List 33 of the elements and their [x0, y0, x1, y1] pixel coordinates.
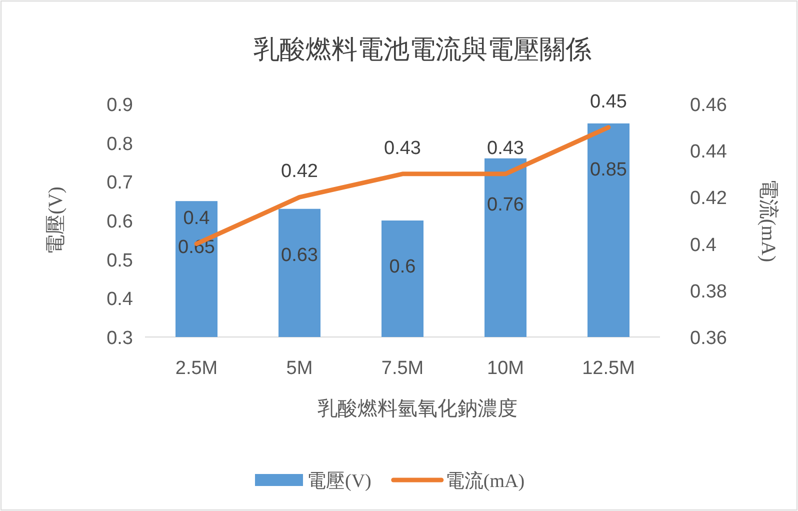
chart-title: 乳酸燃料電池電流與電壓關係	[254, 35, 592, 64]
data-label: 0.85	[590, 159, 627, 180]
y2-tick-label: 0.38	[690, 281, 727, 302]
y-tick-label: 0.7	[106, 172, 133, 194]
y2-tick-label: 0.4	[690, 234, 717, 256]
y2-tick-label: 0.42	[690, 188, 727, 210]
y-tick-label: 0.5	[106, 250, 133, 272]
data-label: 0.76	[487, 194, 524, 216]
x-tick-label: 7.5M	[381, 358, 424, 379]
legend-label: 電流(mA)	[445, 470, 525, 492]
x-tick-label: 12.5M	[582, 358, 635, 379]
y-tick-label: 0.8	[106, 134, 133, 155]
x-axis-title: 乳酸燃料氫氧化鈉濃度	[318, 398, 518, 420]
data-label: 0.43	[487, 138, 524, 159]
data-label: 0.4	[183, 208, 210, 229]
y-tick-label: 0.4	[106, 289, 134, 310]
legend-label: 電壓(V)	[307, 471, 372, 492]
data-label: 0.63	[281, 244, 318, 266]
x-tick-label: 5M	[286, 358, 313, 379]
y-axis-title: 電壓(V)	[45, 186, 67, 254]
y-tick-label: 0.3	[106, 328, 133, 349]
x-tick-label: 2.5M	[175, 358, 218, 379]
y-tick-label: 0.6	[106, 212, 133, 232]
y2-tick-label: 0.46	[690, 95, 727, 116]
y2-tick-label: 0.44	[690, 142, 728, 163]
data-label: 0.45	[590, 91, 627, 112]
y2-axis-title: 電流(mA)	[757, 178, 779, 262]
data-label: 0.6	[389, 256, 416, 278]
data-label: 0.42	[281, 161, 318, 182]
data-label: 0.43	[384, 138, 421, 159]
x-tick-label: 10M	[487, 358, 524, 379]
y-tick-label: 0.9	[106, 95, 133, 116]
y2-tick-label: 0.36	[690, 328, 727, 349]
